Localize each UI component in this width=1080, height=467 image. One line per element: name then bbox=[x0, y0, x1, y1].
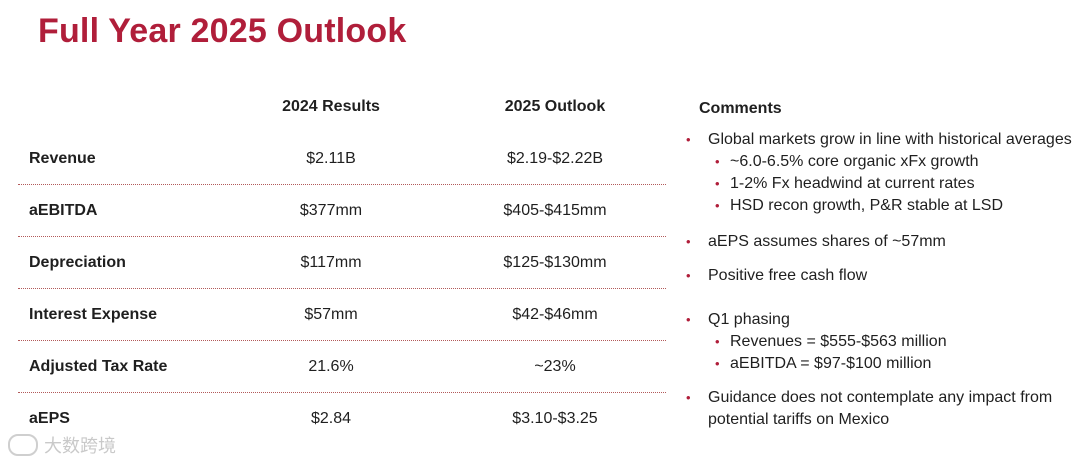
bullet-icon: • bbox=[715, 334, 720, 349]
bullet-icon: • bbox=[686, 268, 691, 283]
value-2025: $42-$46mm bbox=[512, 306, 598, 323]
watermark-text: 大数跨境 bbox=[44, 436, 116, 456]
value-2025: $125-$130mm bbox=[503, 254, 607, 271]
outlook-table: Revenue $2.11B $2.19-$2.22B aEBITDA $377… bbox=[18, 133, 666, 444]
bullet-icon: • bbox=[715, 176, 720, 191]
comment-text: Positive free cash flow bbox=[708, 267, 868, 284]
page-title: Full Year 2025 Outlook bbox=[38, 12, 407, 50]
bullet-icon: • bbox=[686, 312, 691, 327]
comment-subitem-text: Revenues = $555-$563 million bbox=[730, 333, 947, 350]
row-label: aEBITDA bbox=[29, 202, 98, 219]
comment-subitem: • HSD recon growth, P&R stable at LSD bbox=[708, 195, 1076, 217]
watermark-logo-icon bbox=[8, 434, 38, 456]
comments-heading: Comments bbox=[699, 100, 782, 117]
value-2025: $405-$415mm bbox=[503, 202, 607, 219]
comment-text: Global markets grow in line with histori… bbox=[708, 131, 1072, 148]
comment-subitem-text: aEBITDA = $97-$100 million bbox=[730, 355, 932, 372]
comment-item: • Positive free cash flow bbox=[686, 265, 1076, 287]
comment-subitem: • Revenues = $555-$563 million bbox=[708, 331, 1076, 353]
value-2024: 21.6% bbox=[308, 358, 354, 375]
table-row: Revenue $2.11B $2.19-$2.22B bbox=[18, 133, 666, 185]
comment-item: • Q1 phasing • Revenues = $555-$563 mill… bbox=[686, 309, 1076, 375]
comment-item: • Guidance does not contemplate any impa… bbox=[686, 387, 1076, 431]
comment-subitem-text: 1-2% Fx headwind at current rates bbox=[730, 175, 975, 192]
value-2024: $377mm bbox=[299, 202, 363, 219]
comment-text: Guidance does not contemplate any impact… bbox=[708, 389, 1053, 428]
comment-item: • Global markets grow in line with histo… bbox=[686, 129, 1076, 217]
bullet-icon: • bbox=[686, 234, 691, 249]
value-2024: $2.11B bbox=[306, 150, 356, 167]
bullet-icon: • bbox=[686, 390, 691, 405]
bullet-icon: • bbox=[715, 198, 720, 213]
comment-text: aEPS assumes shares of ~57mm bbox=[708, 233, 946, 250]
bullet-icon: • bbox=[715, 154, 720, 169]
comment-subitem: • ~6.0-6.5% core organic xFx growth bbox=[708, 151, 1076, 173]
comment-text: Q1 phasing bbox=[708, 311, 790, 328]
bullet-icon: • bbox=[686, 132, 691, 147]
column-header-2024-results: 2024 Results bbox=[282, 98, 380, 115]
value-2024: $57mm bbox=[304, 306, 358, 323]
value-2024: $117mm bbox=[300, 254, 362, 271]
table-row: Interest Expense $57mm $42-$46mm bbox=[18, 289, 666, 341]
row-label: Interest Expense bbox=[29, 306, 158, 323]
value-2025: ~23% bbox=[534, 358, 576, 375]
row-label: Revenue bbox=[29, 150, 96, 167]
table-row: aEBITDA $377mm $405-$415mm bbox=[18, 185, 666, 237]
watermark: 大数跨境 bbox=[8, 432, 116, 458]
comment-subitem-text: HSD recon growth, P&R stable at LSD bbox=[730, 197, 1004, 214]
comment-subitem-text: ~6.0-6.5% core organic xFx growth bbox=[730, 153, 979, 170]
value-2025: $2.19-$2.22B bbox=[506, 150, 604, 167]
value-2025: $3.10-$3.25 bbox=[512, 410, 598, 427]
row-label: aEPS bbox=[29, 410, 70, 427]
value-2024: $2.84 bbox=[310, 410, 352, 427]
table-row: Depreciation $117mm $125-$130mm bbox=[18, 237, 666, 289]
column-header-2025-outlook: 2025 Outlook bbox=[504, 98, 606, 115]
row-label: Depreciation bbox=[29, 254, 126, 271]
bullet-icon: • bbox=[715, 356, 720, 371]
comment-subitem: • aEBITDA = $97-$100 million bbox=[708, 353, 1076, 375]
row-label: Adjusted Tax Rate bbox=[29, 358, 168, 375]
table-row: Adjusted Tax Rate 21.6% ~23% bbox=[18, 341, 666, 393]
comment-item: • aEPS assumes shares of ~57mm bbox=[686, 231, 1076, 253]
comments-panel: Comments • Global markets grow in line w… bbox=[686, 98, 1076, 441]
comment-subitem: • 1-2% Fx headwind at current rates bbox=[708, 173, 1076, 195]
table-row: aEPS $2.84 $3.10-$3.25 bbox=[18, 393, 666, 444]
